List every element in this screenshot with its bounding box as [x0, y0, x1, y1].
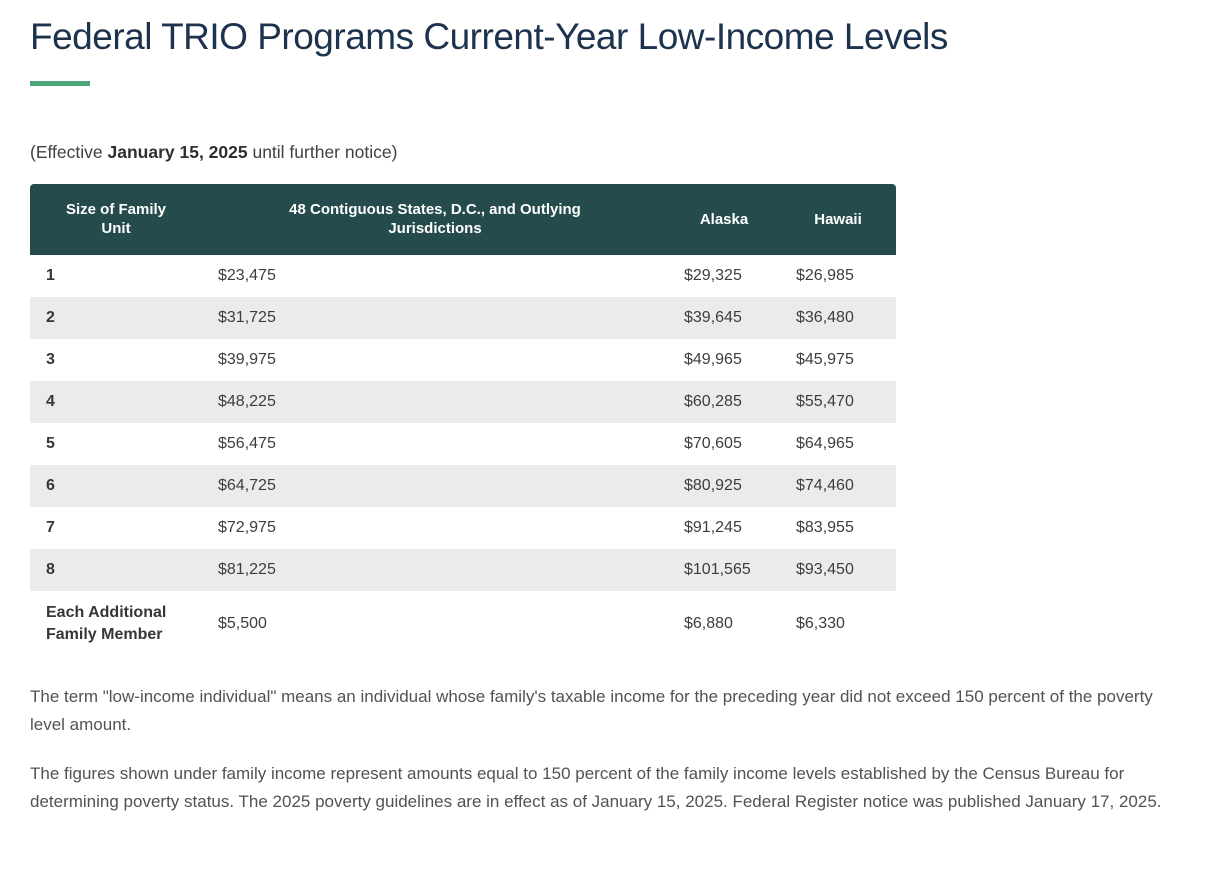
cell-contiguous: $31,725 — [202, 296, 668, 339]
cell-alaska: $80,925 — [668, 464, 780, 507]
cell-hawaii: $83,955 — [780, 506, 896, 549]
cell-contiguous: $23,475 — [202, 254, 668, 297]
table-row: 5 $56,475 $70,605 $64,965 — [30, 422, 896, 465]
table-row: 8 $81,225 $101,565 $93,450 — [30, 548, 896, 591]
cell-contiguous: $81,225 — [202, 548, 668, 591]
header-size-of-family-unit: Size of Family Unit — [30, 183, 202, 255]
cell-size: 7 — [30, 506, 202, 549]
cell-hawaii: $45,975 — [780, 338, 896, 381]
header-hawaii: Hawaii — [780, 183, 896, 255]
cell-alaska: $6,880 — [668, 590, 780, 657]
note-paragraph-figures-explanation: The figures shown under family income re… — [30, 763, 1162, 812]
table-row: 2 $31,725 $39,645 $36,480 — [30, 296, 896, 339]
note-paragraph-low-income-definition: The term "low-income individual" means a… — [30, 686, 1153, 735]
table-row: 4 $48,225 $60,285 $55,470 — [30, 380, 896, 423]
cell-hawaii: $55,470 — [780, 380, 896, 423]
cell-alaska: $49,965 — [668, 338, 780, 381]
title-underline — [30, 80, 90, 86]
cell-contiguous: $48,225 — [202, 380, 668, 423]
cell-alaska: $60,285 — [668, 380, 780, 423]
notes-section: The term "low-income individual" means a… — [30, 683, 1190, 817]
cell-size: 4 — [30, 380, 202, 423]
cell-alaska: $39,645 — [668, 296, 780, 339]
cell-contiguous: $64,725 — [202, 464, 668, 507]
cell-contiguous: $39,975 — [202, 338, 668, 381]
table-row: 1 $23,475 $29,325 $26,985 — [30, 254, 896, 297]
cell-hawaii: $6,330 — [780, 590, 896, 657]
header-contiguous-states: 48 Contiguous States, D.C., and Outlying… — [202, 183, 668, 255]
cell-alaska: $91,245 — [668, 506, 780, 549]
cell-size: 2 — [30, 296, 202, 339]
header-alaska: Alaska — [668, 183, 780, 255]
cell-size: 1 — [30, 254, 202, 297]
table-row: 3 $39,975 $49,965 $45,975 — [30, 338, 896, 381]
cell-size: 5 — [30, 422, 202, 465]
table-header-row: Size of Family Unit 48 Contiguous States… — [30, 183, 896, 255]
cell-size: 6 — [30, 464, 202, 507]
page-title: Federal TRIO Programs Current-Year Low-I… — [30, 16, 948, 57]
cell-contiguous: $72,975 — [202, 506, 668, 549]
cell-hawaii: $64,965 — [780, 422, 896, 465]
table-row: 7 $72,975 $91,245 $83,955 — [30, 506, 896, 549]
table-row: 6 $64,725 $80,925 $74,460 — [30, 464, 896, 507]
effective-prefix: (Effective — [30, 141, 108, 162]
cell-size: 3 — [30, 338, 202, 381]
cell-size: 8 — [30, 548, 202, 591]
table-row: Each Additional Family Member $5,500 $6,… — [30, 590, 896, 657]
income-levels-table: Size of Family Unit 48 Contiguous States… — [30, 183, 896, 657]
cell-contiguous: $56,475 — [202, 422, 668, 465]
effective-note: (Effective January 15, 2025 until furthe… — [30, 140, 1190, 164]
cell-hawaii: $26,985 — [780, 254, 896, 297]
cell-contiguous: $5,500 — [202, 590, 668, 657]
cell-size: Each Additional Family Member — [30, 590, 202, 657]
cell-alaska: $101,565 — [668, 548, 780, 591]
cell-alaska: $29,325 — [668, 254, 780, 297]
cell-hawaii: $93,450 — [780, 548, 896, 591]
cell-alaska: $70,605 — [668, 422, 780, 465]
cell-hawaii: $74,460 — [780, 464, 896, 507]
page-container: Federal TRIO Programs Current-Year Low-I… — [30, 16, 1190, 817]
effective-date: January 15, 2025 — [107, 141, 248, 162]
cell-hawaii: $36,480 — [780, 296, 896, 339]
effective-suffix: until further notice) — [247, 141, 398, 162]
